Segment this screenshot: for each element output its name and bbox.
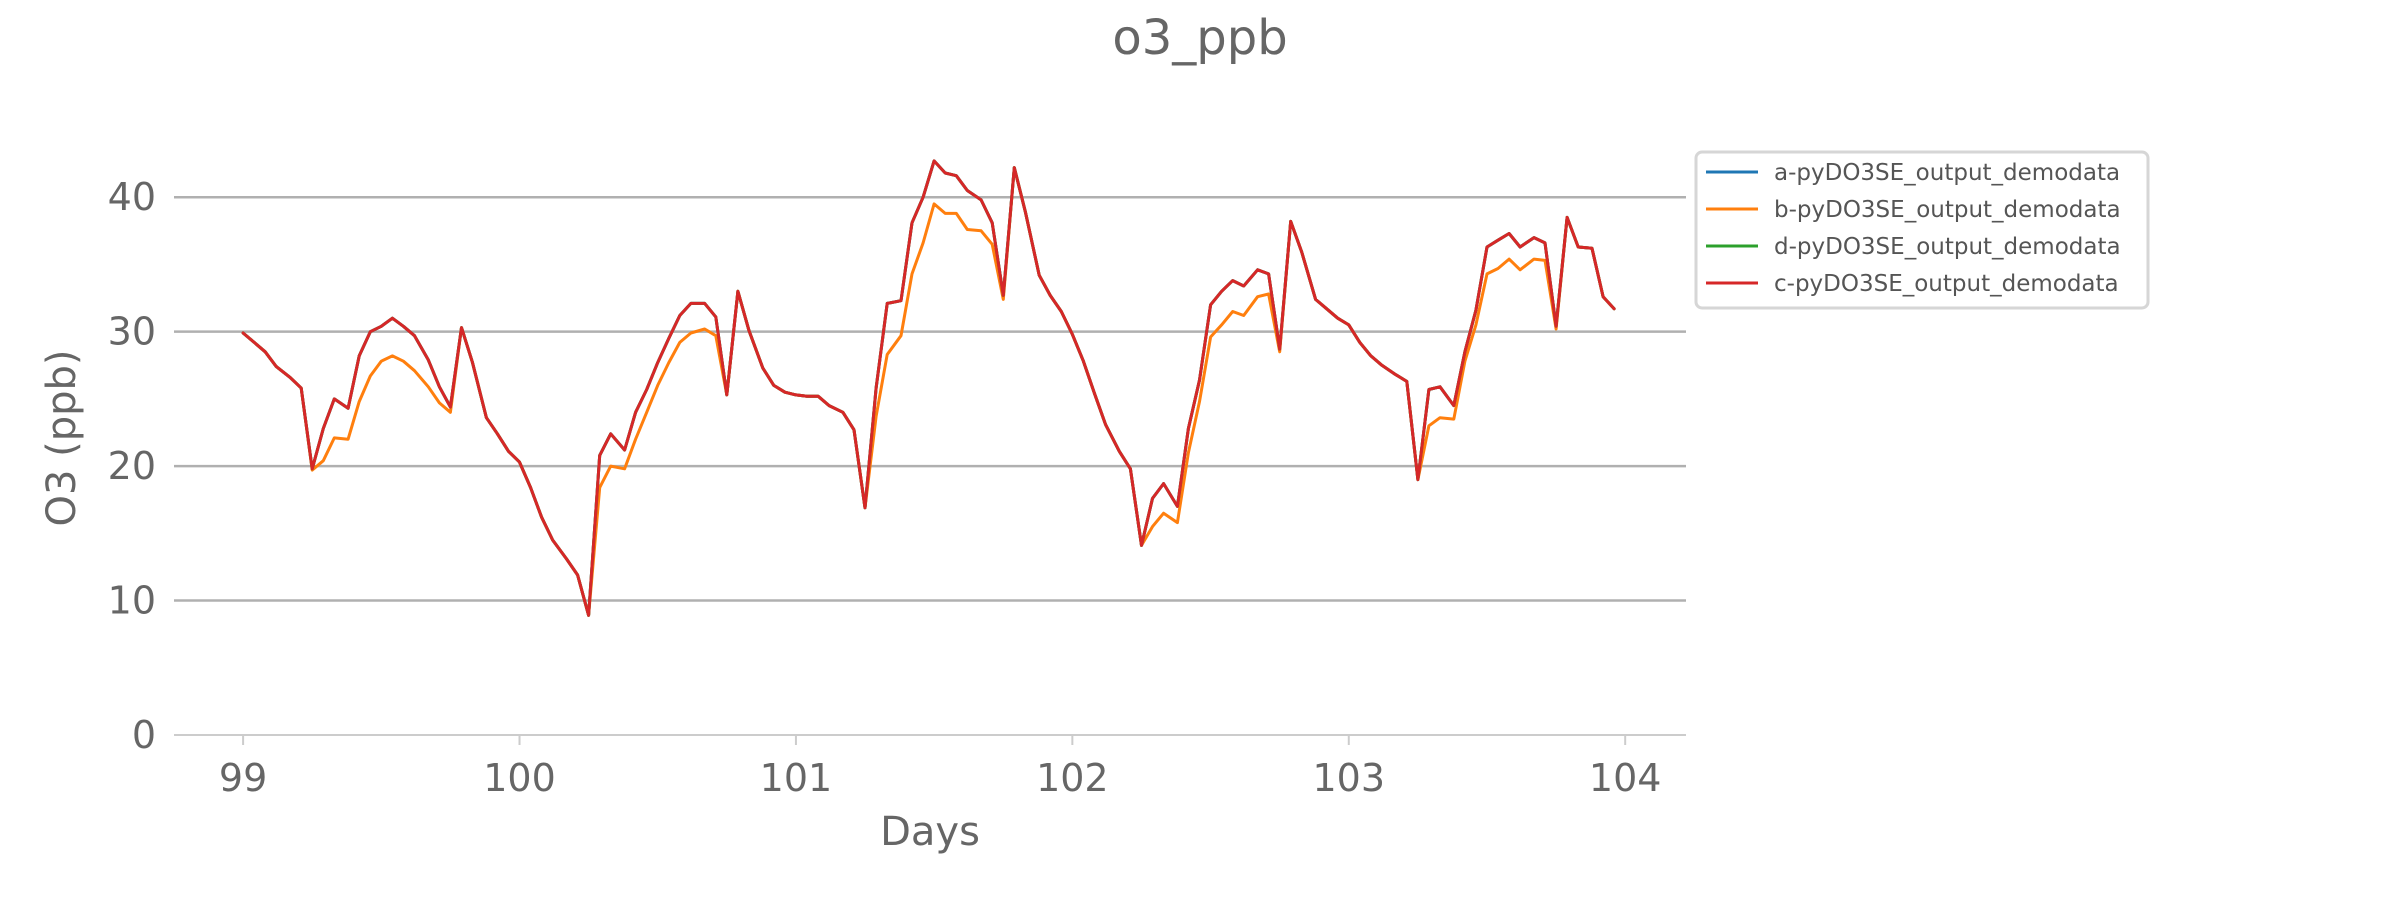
y-tick-label: 10 bbox=[108, 579, 156, 623]
gridlines bbox=[174, 195, 1686, 602]
legend-label: c-pyDO3SE_output_demodata bbox=[1774, 271, 2119, 297]
legend: a-pyDO3SE_output_demodata b-pyDO3SE_outpu… bbox=[1694, 150, 2150, 310]
series-line-c-pyDO3SE_output_demodata bbox=[241, 159, 1616, 617]
x-axis-title: Days bbox=[880, 809, 980, 855]
y-tick-label: 40 bbox=[108, 175, 156, 219]
legend-label: b-pyDO3SE_output_demodata bbox=[1774, 197, 2121, 223]
chart-title: o3_ppb bbox=[1112, 10, 1287, 66]
plot-series bbox=[241, 159, 1616, 617]
legend-label: d-pyDO3SE_output_demodata bbox=[1774, 234, 2121, 260]
x-tick-label: 104 bbox=[1589, 756, 1662, 800]
x-tick-label: 103 bbox=[1313, 756, 1386, 800]
legend-frame bbox=[1694, 150, 2150, 310]
x-tick-label: 101 bbox=[760, 756, 833, 800]
legend-label: a-pyDO3SE_output_demodata bbox=[1774, 160, 2120, 186]
x-tick-label: 99 bbox=[219, 756, 267, 800]
x-tick-label: 102 bbox=[1036, 756, 1109, 800]
y-tick-label: 30 bbox=[108, 310, 156, 354]
x-tick-label: 100 bbox=[483, 756, 556, 800]
x-tick-labels: 99 100 101 102 103 104 bbox=[219, 735, 1662, 800]
y-tick-label: 0 bbox=[132, 713, 156, 757]
y-tick-label: 20 bbox=[108, 444, 156, 488]
y-tick-labels: 0 10 20 30 40 bbox=[108, 175, 156, 757]
y-axis-title: O3 (ppb) bbox=[39, 349, 85, 526]
